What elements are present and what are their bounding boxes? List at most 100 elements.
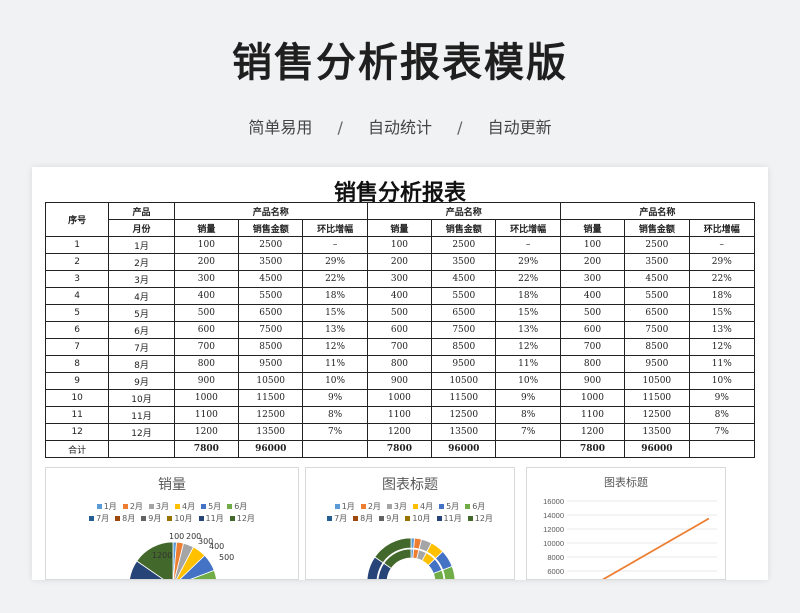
cell-growth[interactable]: 11% (302, 355, 368, 373)
cell-growth[interactable]: 29% (495, 253, 561, 271)
cell-amount[interactable]: 5500 (624, 287, 690, 305)
cell-month[interactable]: 12月 (108, 423, 175, 441)
total-label[interactable]: 合计 (44, 440, 110, 458)
cell-growth[interactable]: 12% (688, 338, 756, 356)
cell-growth[interactable]: 29% (688, 253, 756, 271)
cell-index[interactable]: 3 (44, 270, 110, 288)
cell-growth[interactable]: 7% (688, 423, 756, 441)
cell-amount[interactable]: 5500 (238, 287, 304, 305)
cell-index[interactable]: 2 (44, 253, 110, 271)
cell-qty[interactable]: 400 (173, 287, 240, 305)
cell-growth[interactable]: – (688, 236, 756, 254)
cell-amount[interactable]: 12500 (431, 406, 497, 424)
cell-amount[interactable]: 2500 (431, 236, 497, 254)
cell-month[interactable]: 6月 (108, 321, 175, 339)
cell-growth[interactable]: 7% (495, 423, 561, 441)
cell-qty[interactable]: 1100 (173, 406, 240, 424)
cell-growth[interactable]: 11% (688, 355, 756, 373)
cell-qty[interactable]: 1000 (173, 389, 240, 407)
donut-segment[interactable] (442, 565, 456, 580)
cell-month[interactable]: 5月 (108, 304, 175, 322)
cell-amount[interactable]: 9500 (624, 355, 690, 373)
cell-index[interactable]: 6 (44, 321, 110, 339)
cell-month[interactable]: 4月 (108, 287, 175, 305)
cell-amount[interactable]: 3500 (624, 253, 690, 271)
cell-qty[interactable]: 400 (559, 287, 626, 305)
cell-amount[interactable]: 13500 (431, 423, 497, 441)
cell-index[interactable]: 12 (44, 423, 110, 441)
cell-qty[interactable]: 900 (559, 372, 626, 390)
cell-index[interactable]: 11 (44, 406, 110, 424)
cell-month[interactable]: 9月 (108, 372, 175, 390)
cell-qty[interactable]: 500 (559, 304, 626, 322)
cell-month[interactable]: 2月 (108, 253, 175, 271)
cell-growth[interactable]: 15% (688, 304, 756, 322)
total-empty[interactable] (108, 440, 175, 458)
pie-chart-card[interactable]: 销量 1月 2月 3月 4月 5月 6月 7月 8月 9月 10月 11月 12月 100 200 3… (45, 467, 299, 580)
cell-qty[interactable]: 300 (366, 270, 433, 288)
cell-qty[interactable]: 900 (173, 372, 240, 390)
cell-amount[interactable]: 4500 (238, 270, 304, 288)
cell-growth[interactable]: 18% (495, 287, 561, 305)
cell-amount[interactable]: 9500 (238, 355, 304, 373)
cell-index[interactable]: 5 (44, 304, 110, 322)
cell-month[interactable]: 10月 (108, 389, 175, 407)
cell-amount[interactable]: 10500 (238, 372, 304, 390)
cell-qty[interactable]: 200 (366, 253, 433, 271)
total-amount[interactable]: 96000 (624, 440, 690, 458)
cell-growth[interactable]: 15% (302, 304, 368, 322)
cell-qty[interactable]: 1200 (366, 423, 433, 441)
cell-amount[interactable]: 11500 (431, 389, 497, 407)
cell-amount[interactable]: 6500 (431, 304, 497, 322)
cell-amount[interactable]: 3500 (431, 253, 497, 271)
cell-qty[interactable]: 600 (173, 321, 240, 339)
cell-growth[interactable]: 8% (302, 406, 368, 424)
cell-amount[interactable]: 7500 (431, 321, 497, 339)
cell-qty[interactable]: 1200 (173, 423, 240, 441)
cell-amount[interactable]: 6500 (238, 304, 304, 322)
cell-amount[interactable]: 12500 (624, 406, 690, 424)
cell-growth[interactable]: 9% (688, 389, 756, 407)
cell-month[interactable]: 7月 (108, 338, 175, 356)
total-qty[interactable]: 7800 (366, 440, 433, 458)
cell-growth[interactable]: – (302, 236, 368, 254)
cell-qty[interactable]: 200 (559, 253, 626, 271)
pie-slice[interactable] (136, 541, 174, 580)
cell-qty[interactable]: 1100 (366, 406, 433, 424)
cell-qty[interactable]: 100 (173, 236, 240, 254)
cell-qty[interactable]: 700 (173, 338, 240, 356)
cell-growth[interactable]: 9% (495, 389, 561, 407)
cell-index[interactable]: 9 (44, 372, 110, 390)
total-qty[interactable]: 7800 (173, 440, 240, 458)
total-empty[interactable] (688, 440, 756, 458)
cell-index[interactable]: 10 (44, 389, 110, 407)
cell-amount[interactable]: 7500 (238, 321, 304, 339)
cell-amount[interactable]: 10500 (431, 372, 497, 390)
cell-growth[interactable]: 29% (302, 253, 368, 271)
cell-amount[interactable]: 12500 (238, 406, 304, 424)
cell-growth[interactable]: 12% (302, 338, 368, 356)
cell-amount[interactable]: 2500 (238, 236, 304, 254)
cell-growth[interactable]: 10% (688, 372, 756, 390)
donut-chart-card[interactable]: 图表标题 1月 2月 3月 4月 5月 6月 7月 8月 9月 10月 11月 12月 (305, 467, 515, 580)
cell-qty[interactable]: 700 (366, 338, 433, 356)
cell-growth[interactable]: 18% (688, 287, 756, 305)
cell-growth[interactable]: 22% (688, 270, 756, 288)
cell-amount[interactable]: 11500 (238, 389, 304, 407)
total-empty[interactable] (302, 440, 368, 458)
cell-index[interactable]: 7 (44, 338, 110, 356)
total-empty[interactable] (495, 440, 561, 458)
cell-qty[interactable]: 100 (559, 236, 626, 254)
cell-amount[interactable]: 8500 (238, 338, 304, 356)
cell-amount[interactable]: 13500 (238, 423, 304, 441)
cell-qty[interactable]: 800 (366, 355, 433, 373)
cell-amount[interactable]: 7500 (624, 321, 690, 339)
cell-amount[interactable]: 10500 (624, 372, 690, 390)
cell-growth[interactable]: 9% (302, 389, 368, 407)
total-amount[interactable]: 96000 (238, 440, 304, 458)
cell-growth[interactable]: 10% (495, 372, 561, 390)
series-line[interactable] (575, 517, 710, 581)
cell-amount[interactable]: 8500 (431, 338, 497, 356)
cell-month[interactable]: 3月 (108, 270, 175, 288)
cell-index[interactable]: 4 (44, 287, 110, 305)
